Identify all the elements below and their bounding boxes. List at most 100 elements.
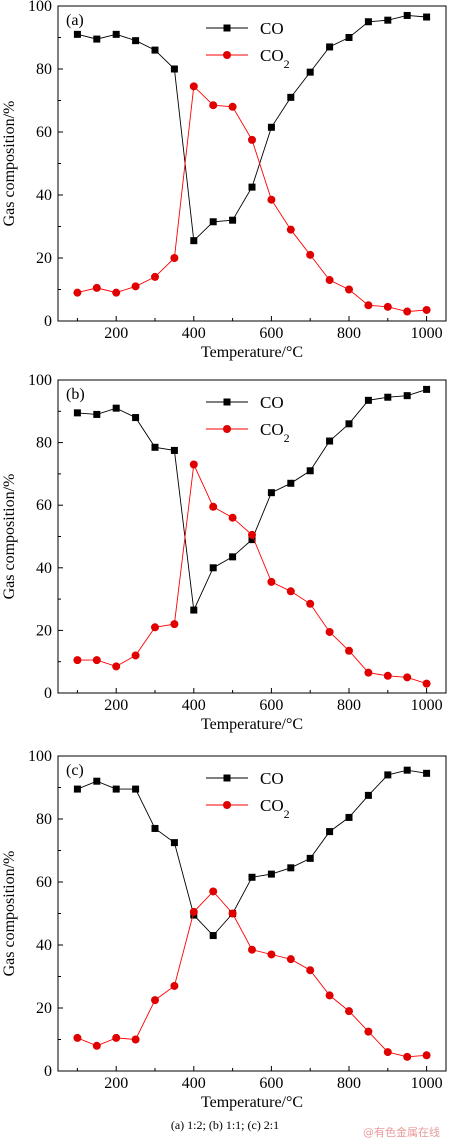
data-point-co2 — [92, 656, 101, 665]
y-tick-label: 40 — [36, 937, 52, 954]
data-point-co — [132, 785, 140, 793]
data-point-co2 — [286, 225, 295, 234]
data-point-co2 — [306, 966, 315, 975]
legend-label-co: CO — [260, 393, 284, 412]
y-tick-label: 20 — [36, 1000, 52, 1017]
data-point-co — [267, 123, 275, 131]
data-point-co2 — [131, 282, 140, 291]
data-point-co — [209, 932, 217, 940]
data-point-co2 — [209, 502, 218, 511]
data-point-co2 — [170, 620, 179, 629]
y-tick-label: 20 — [36, 250, 52, 267]
figure-caption: (a) 1:2; (b) 1:1; (c) 2:1 — [170, 1118, 280, 1132]
legend-label-co2: CO2 — [260, 46, 290, 71]
data-point-co2 — [73, 656, 82, 665]
y-tick-label: 40 — [36, 560, 52, 577]
x-tick-label: 200 — [104, 325, 128, 342]
data-point-co2 — [228, 102, 237, 111]
legend-marker-co2 — [223, 425, 231, 433]
data-point-co2 — [73, 288, 82, 297]
data-point-co — [151, 443, 159, 451]
series-line-co — [77, 769, 427, 937]
data-point-co — [287, 479, 295, 487]
data-point-co — [170, 446, 178, 454]
y-tick-label: 100 — [28, 372, 52, 389]
data-point-co2 — [364, 1027, 373, 1036]
data-point-co2 — [403, 307, 412, 316]
data-point-co2 — [267, 195, 276, 204]
legend-label-co2: CO2 — [260, 796, 290, 821]
data-point-co2 — [170, 254, 179, 262]
data-point-co — [151, 46, 159, 54]
legend-marker-co — [223, 774, 231, 782]
panel-label: (a) — [66, 12, 84, 29]
data-point-co — [170, 839, 178, 847]
data-point-co — [384, 393, 392, 401]
data-point-co2 — [189, 460, 198, 469]
data-point-co2 — [151, 623, 159, 632]
data-point-co2 — [383, 671, 392, 680]
series-line-co2 — [77, 85, 427, 313]
data-point-co2 — [131, 1035, 140, 1044]
data-point-co2 — [403, 673, 412, 682]
data-point-co — [306, 68, 314, 76]
y-axis-label: Gas composition/% — [1, 474, 18, 600]
data-point-co — [345, 420, 353, 428]
y-axis-label: Gas composition/% — [1, 101, 18, 227]
data-point-co — [229, 216, 237, 224]
legend-marker-co — [223, 24, 231, 32]
data-point-co — [287, 864, 295, 872]
data-point-co2 — [73, 1033, 82, 1042]
chart-panel-2: 200 400 600 800 1000 0 20 40 60 80 100 Temperature/… — [1, 372, 447, 733]
y-tick-label: 40 — [36, 187, 52, 204]
data-point-co2 — [151, 996, 159, 1005]
data-point-co — [403, 766, 411, 774]
x-tick-label: 400 — [182, 325, 206, 342]
legend-marker-co — [223, 398, 231, 406]
data-point-co2 — [228, 513, 237, 522]
data-point-co — [306, 854, 314, 862]
data-point-co2 — [92, 1041, 101, 1050]
y-tick-label: 0 — [44, 685, 52, 702]
data-point-co — [306, 467, 314, 475]
y-tick-label: 0 — [44, 313, 52, 330]
data-point-co2 — [325, 627, 334, 636]
data-point-co2 — [383, 1048, 392, 1057]
legend-label-co: CO — [260, 19, 284, 38]
data-point-co — [267, 870, 275, 878]
data-point-co2 — [267, 577, 276, 586]
data-point-co2 — [403, 1052, 412, 1061]
legend-label-co2: CO2 — [260, 420, 290, 445]
data-point-co2 — [422, 305, 431, 314]
panel-label: (c) — [66, 762, 84, 779]
y-tick-label: 80 — [36, 811, 52, 828]
data-point-co2 — [345, 1007, 353, 1016]
series-line-co — [77, 14, 427, 242]
plot-frame — [57, 5, 447, 322]
series-line-co — [77, 388, 427, 612]
legend: CO CO2 — [206, 393, 290, 445]
x-tick-label: 1000 — [411, 325, 443, 342]
data-point-co — [248, 183, 256, 191]
x-tick-label: 200 — [104, 697, 128, 714]
plot-frame — [57, 755, 447, 1072]
x-tick-label: 800 — [337, 1075, 361, 1092]
legend: CO CO2 — [206, 19, 290, 71]
data-point-co — [73, 30, 81, 38]
data-point-co2 — [267, 950, 276, 959]
x-tick-label: 800 — [337, 325, 361, 342]
data-point-co — [345, 34, 353, 41]
data-point-co — [326, 828, 334, 836]
data-point-co — [248, 873, 256, 881]
data-point-co — [364, 791, 372, 799]
data-point-co2 — [325, 991, 334, 1000]
y-tick-label: 60 — [36, 124, 52, 141]
data-point-co — [209, 564, 217, 572]
data-point-co — [132, 37, 140, 45]
data-point-co — [112, 785, 120, 793]
data-point-co — [190, 237, 198, 245]
data-point-co2 — [422, 679, 431, 688]
data-point-co2 — [112, 662, 121, 671]
data-point-co — [93, 410, 101, 418]
